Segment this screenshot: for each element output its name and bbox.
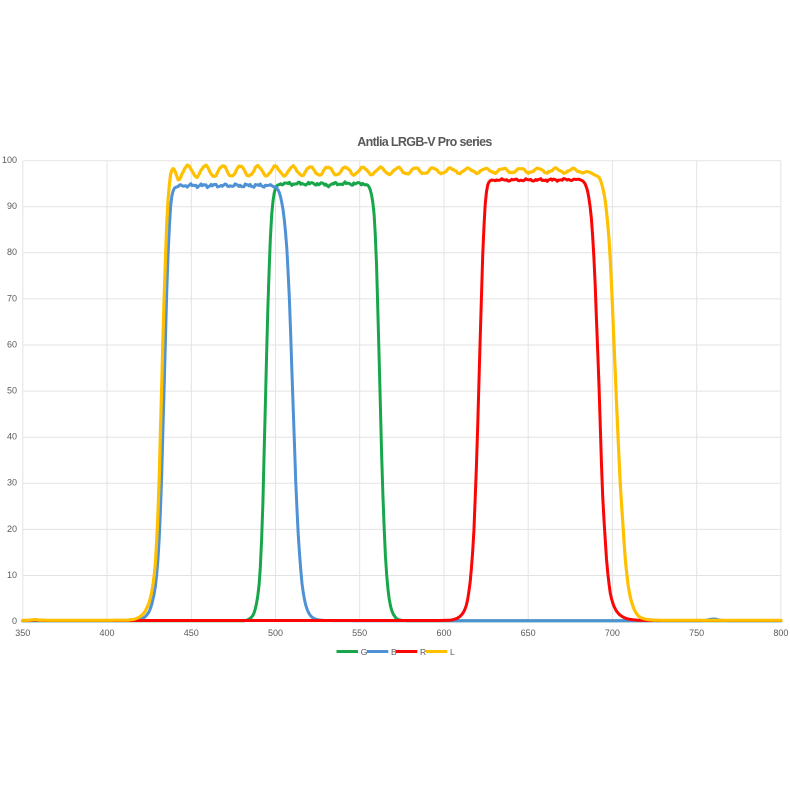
svg-text:60: 60 (7, 339, 17, 349)
svg-text:0: 0 (12, 616, 17, 626)
svg-text:80: 80 (7, 247, 17, 257)
svg-text:350: 350 (15, 628, 30, 638)
svg-text:100: 100 (2, 155, 17, 165)
svg-text:B: B (391, 647, 397, 657)
svg-text:800: 800 (773, 628, 788, 638)
svg-text:90: 90 (7, 201, 17, 211)
svg-text:50: 50 (7, 386, 17, 396)
svg-text:450: 450 (184, 628, 199, 638)
svg-text:10: 10 (7, 570, 17, 580)
svg-text:R: R (420, 647, 426, 657)
svg-text:750: 750 (689, 628, 704, 638)
svg-text:500: 500 (268, 628, 283, 638)
svg-text:30: 30 (7, 478, 17, 488)
svg-text:600: 600 (436, 628, 451, 638)
svg-text:550: 550 (352, 628, 367, 638)
svg-text:400: 400 (99, 628, 114, 638)
svg-text:Antlia LRGB-V Pro series: Antlia LRGB-V Pro series (357, 135, 492, 149)
svg-text:20: 20 (7, 524, 17, 534)
svg-text:G: G (361, 647, 368, 657)
svg-text:700: 700 (605, 628, 620, 638)
svg-text:40: 40 (7, 432, 17, 442)
svg-text:70: 70 (7, 293, 17, 303)
svg-text:650: 650 (521, 628, 536, 638)
svg-text:L: L (450, 647, 455, 657)
